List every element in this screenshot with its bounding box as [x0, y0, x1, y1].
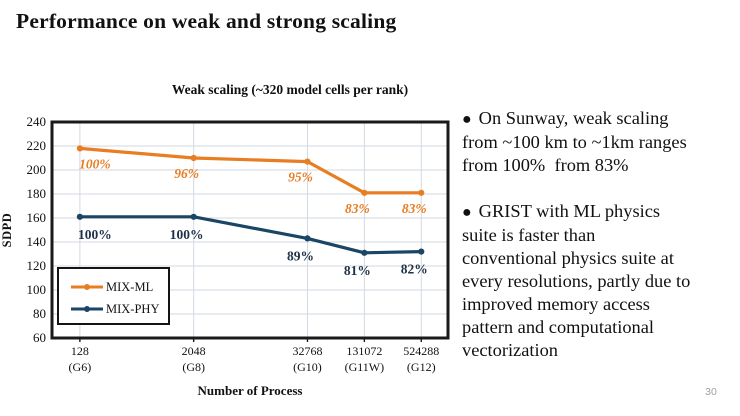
y-tick-label: 60 [33, 330, 46, 345]
point-label: 100% [78, 227, 112, 242]
y-tick-label: 120 [26, 258, 47, 273]
legend-marker-mix-phy-icon [71, 306, 103, 312]
bullet-text: On Sunway, weak scaling from ~100 km to … [462, 108, 687, 175]
legend-entry-mix-phy: MIX-PHY [70, 298, 168, 320]
y-tick-label: 160 [26, 210, 47, 225]
y-tick-label: 140 [26, 234, 47, 249]
x-tick-label: 2048 (G8) [181, 344, 206, 374]
x-tick-label: 32768 (G10) [292, 344, 323, 374]
bullet-icon: ● [462, 111, 472, 128]
point-label: 100% [79, 156, 111, 171]
legend-entry-mix-ml: MIX-ML [70, 276, 168, 298]
point-label: 96% [174, 166, 199, 181]
bullet-icon: ● [462, 204, 472, 221]
bullet-text: GRIST with ML physics suite is faster th… [462, 201, 691, 360]
slide-title: Performance on weak and strong scaling [16, 9, 397, 33]
bullet-item-grist-ml: ● GRIST with ML physics suite is faster t… [462, 200, 740, 362]
weak-scaling-chart: Weak scaling (~320 model cells per rank)… [0, 75, 462, 416]
chart-legend: MIX-ML MIX-PHY [57, 267, 170, 325]
y-tick-label: 80 [33, 306, 46, 321]
x-tick-label: 128 (G6) [68, 344, 92, 374]
point-label: 100% [170, 227, 204, 242]
x-tick-label: 524288 (G12) [403, 344, 440, 374]
point-label: 83% [402, 201, 427, 216]
chart-title: Weak scaling (~320 model cells per rank) [171, 82, 409, 97]
y-axis-title: SDPD [0, 212, 14, 248]
page-number: 30 [705, 386, 717, 398]
y-tick-label: 220 [26, 138, 47, 153]
y-tick-label: 100 [26, 282, 47, 297]
y-tick-label: 240 [26, 114, 47, 129]
y-tick-label: 180 [26, 186, 47, 201]
y-tick-label: 200 [26, 162, 47, 177]
notes-panel: ● On Sunway, weak scaling from ~100 km to… [462, 107, 740, 385]
point-label: 89% [287, 248, 314, 263]
bullet-item-weak-scaling: ● On Sunway, weak scaling from ~100 km to… [462, 107, 740, 177]
point-label: 82% [401, 262, 428, 277]
point-label: 83% [345, 201, 370, 216]
point-label: 95% [288, 170, 313, 185]
legend-marker-mix-ml-icon [71, 284, 103, 290]
chart-canvas: 100% 96% 95% 83% 83% 100% 100% 89% 81% 82% [50, 120, 450, 342]
legend-label-mix-ml: MIX-ML [106, 279, 154, 294]
x-axis-title: Number of Process [197, 383, 303, 398]
legend-label-mix-phy: MIX-PHY [106, 301, 160, 316]
point-label: 81% [344, 263, 371, 278]
x-tick-label: 131072 (G11W) [344, 344, 385, 374]
